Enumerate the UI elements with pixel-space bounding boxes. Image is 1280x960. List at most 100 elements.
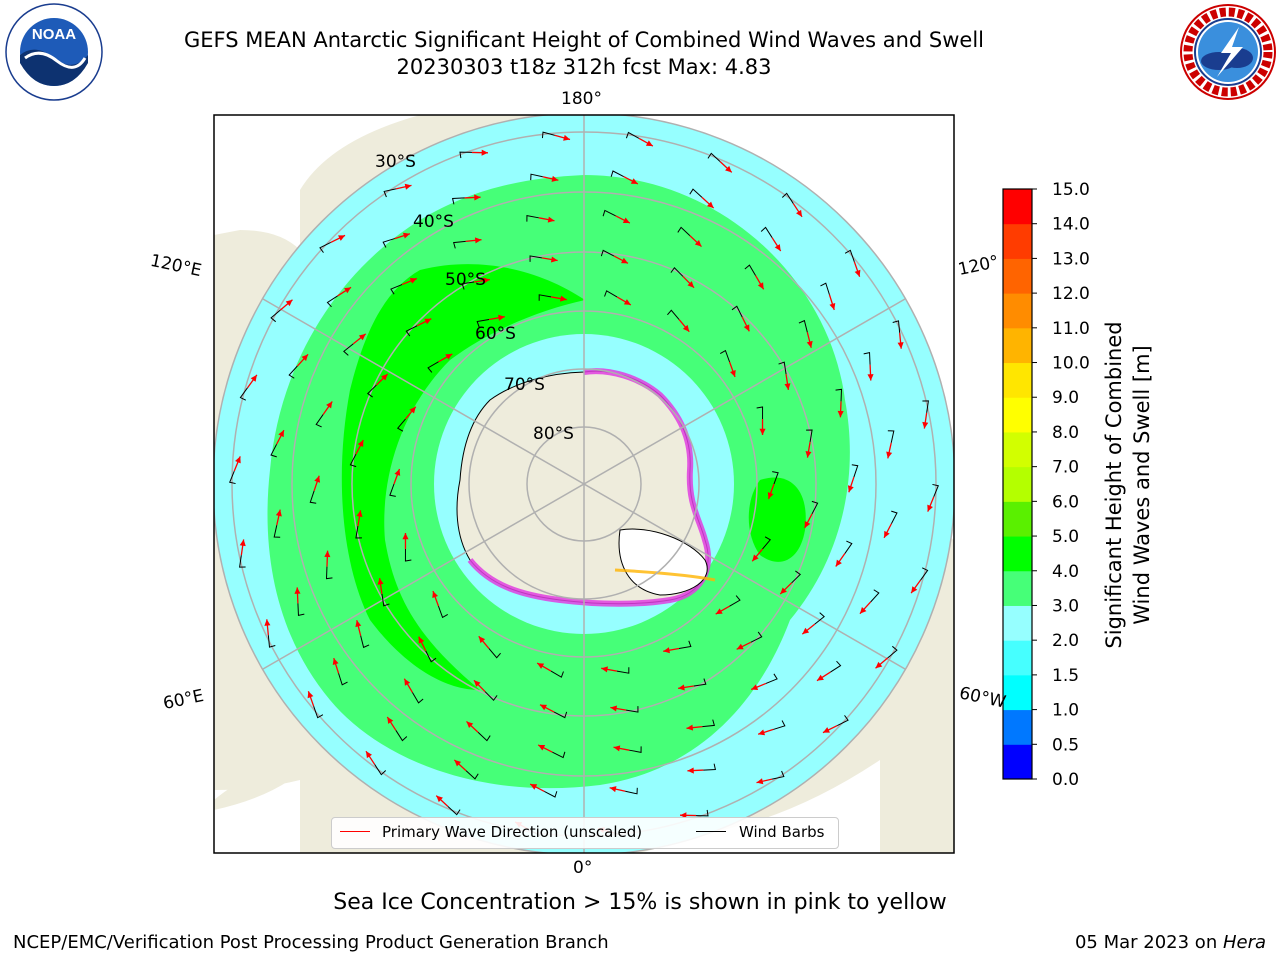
wave-direction-arrowhead [436, 795, 443, 803]
wave-direction-arrowhead [682, 324, 690, 332]
wave-direction-arrowhead [897, 342, 904, 349]
wave-direction-arrowhead [922, 421, 929, 429]
colorbar-title-line2: Wind Waves and Swell [m] [1130, 345, 1154, 625]
wave-direction-arrowhead [454, 759, 462, 767]
wind-barb [772, 770, 785, 780]
wave-direction-arrowhead [275, 509, 282, 517]
wave-direction-arrowhead [404, 678, 411, 686]
wind-barb [459, 151, 472, 159]
wave-direction-arrowhead [402, 232, 410, 239]
legend-barb-label: Wind Barbs [739, 823, 825, 841]
wave-direction-arrowhead [687, 767, 694, 774]
wave-direction-arrowhead [539, 704, 547, 711]
wave-direction-arrowhead [715, 608, 723, 615]
wind-barb [844, 540, 853, 554]
wind-barb [338, 673, 348, 686]
lat-label-50s: 50°S [445, 270, 486, 290]
wind-barb [791, 570, 802, 584]
wave-direction-arrowhead [547, 216, 555, 223]
wind-barb [625, 787, 638, 795]
colorbar-tick-label: 3.0 [1052, 596, 1079, 616]
wave-direction-arrowhead [751, 684, 759, 690]
colorbar-segment [1003, 570, 1032, 606]
colorbar-tick-label: 7.0 [1052, 458, 1079, 478]
wave-direction-arrowhead [859, 606, 867, 614]
wave-direction-arrowhead [377, 578, 384, 585]
wave-direction-arrowhead [767, 492, 774, 500]
wind-barb [604, 290, 618, 298]
svg-text:NOAA: NOAA [32, 26, 76, 43]
wind-barb [270, 444, 277, 458]
wave-direction-arrowhead [478, 636, 486, 644]
wind-barb [451, 197, 465, 205]
wave-direction-arrowhead [796, 209, 803, 217]
wave-direction-arrowhead [758, 729, 766, 736]
colorbar-tick-label: 5.0 [1052, 527, 1079, 547]
legend-barb-swatch [696, 831, 726, 832]
wind-barb [355, 526, 362, 539]
wave-direction-arrowhead [432, 591, 439, 599]
nws-logo [1179, 3, 1277, 101]
wind-barb [270, 309, 281, 323]
footer-machine: Hera [1222, 932, 1266, 953]
wave-direction-arrowhead [884, 530, 890, 538]
wind-barb [689, 188, 703, 198]
lat-label-70s: 70°S [504, 375, 545, 395]
wind-barb [870, 589, 880, 603]
colorbar-tick-label: 1.5 [1052, 666, 1079, 686]
wave-direction-arrowhead [743, 324, 750, 332]
wave-direction-arrowhead [829, 302, 836, 310]
wind-barb [273, 525, 281, 538]
colorbar-tick-label: 10.0 [1052, 354, 1090, 374]
map-frame [213, 114, 955, 854]
wind-barb [750, 631, 763, 643]
wave-direction-arrowhead [867, 374, 874, 381]
wind-barb [703, 763, 717, 771]
wave-direction-arrowhead [678, 684, 685, 691]
wind-barb [707, 152, 721, 162]
colorbar-segment [1003, 744, 1032, 780]
wave-direction-arrowhead [239, 539, 246, 547]
colorbar-frame [1002, 188, 1033, 780]
wind-barb [437, 605, 449, 619]
wind-barb [396, 418, 406, 432]
colorbar-segment [1003, 466, 1032, 502]
colorbar-tick-label: 11.0 [1052, 319, 1090, 339]
wave-direction-arrowhead [250, 374, 257, 382]
wave-direction-arrowhead [802, 627, 810, 635]
wave-direction-arrowhead [847, 485, 854, 493]
legend-primary-swatch [340, 831, 370, 832]
wave-direction-arrowhead [481, 149, 488, 156]
wave-direction-arrowhead [622, 217, 630, 224]
wave-direction-arrowhead [816, 674, 824, 681]
wave-direction-arrowhead [645, 140, 653, 147]
wave-direction-arrowhead [474, 237, 482, 244]
wave-field-4-5m [341, 264, 585, 690]
wind-barb [325, 566, 333, 580]
wind-barb [412, 692, 424, 704]
chart-subtitle: 20230303 t18z 312h fcst Max: 4.83 [396, 55, 772, 79]
wave-direction-arrowhead [402, 532, 409, 540]
colorbar-segment [1003, 640, 1032, 676]
wave-direction-arrowhead [445, 353, 453, 360]
wind-barb [693, 678, 707, 687]
wave-direction-arrowhead [418, 636, 425, 644]
wind-barb [670, 266, 684, 277]
wave-direction-arrowhead [806, 340, 813, 348]
wave-direction-arrowhead [563, 134, 571, 141]
wave-direction-arrowhead [530, 784, 538, 790]
lat-label-30s: 30°S [375, 152, 416, 172]
wind-barb [326, 295, 338, 308]
colorbar-tick-label: 15.0 [1052, 180, 1090, 200]
wind-barb [297, 603, 305, 617]
wave-direction-arrowhead [725, 165, 732, 173]
lon-label-bottom: 0° [573, 858, 593, 878]
wave-direction-arrowhead [235, 456, 241, 464]
wind-barb [447, 806, 461, 816]
wave-direction-arrowhead [473, 680, 481, 687]
wind-barb [239, 387, 248, 401]
wave-direction-arrowhead [537, 663, 545, 669]
wave-direction-arrowhead [835, 559, 842, 567]
wind-barb [404, 548, 412, 562]
